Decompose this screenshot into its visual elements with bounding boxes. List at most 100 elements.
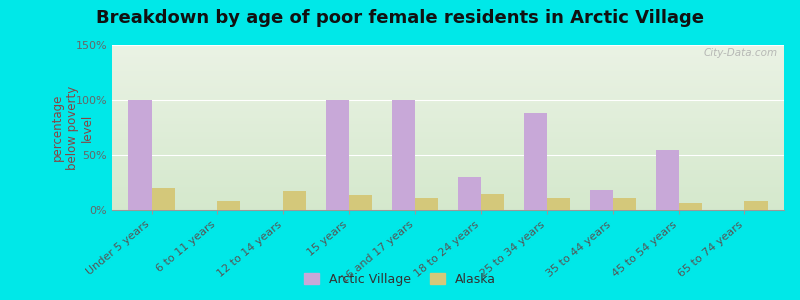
Bar — [112, 160, 784, 162]
Bar — [112, 170, 784, 172]
Y-axis label: percentage
below poverty
level: percentage below poverty level — [51, 85, 94, 169]
Bar — [112, 178, 784, 180]
Bar — [613, 198, 636, 210]
Bar — [112, 175, 784, 177]
Bar — [590, 190, 613, 210]
Bar — [112, 108, 784, 109]
Bar — [112, 55, 784, 56]
Bar — [112, 53, 784, 55]
Bar — [112, 149, 784, 151]
Bar — [112, 56, 784, 58]
Bar — [112, 187, 784, 188]
Bar — [112, 70, 784, 71]
Bar — [112, 112, 784, 114]
Bar — [112, 174, 784, 175]
Bar — [112, 104, 784, 106]
Bar — [112, 86, 784, 88]
Bar — [112, 106, 784, 108]
Bar — [112, 151, 784, 152]
Bar — [112, 50, 784, 52]
Bar — [218, 201, 241, 210]
Bar — [112, 137, 784, 139]
Bar — [112, 202, 784, 203]
Bar — [392, 100, 415, 210]
Bar — [112, 68, 784, 70]
Bar — [112, 177, 784, 178]
Bar — [112, 48, 784, 50]
Bar — [112, 61, 784, 63]
Text: City-Data.com: City-Data.com — [703, 48, 778, 58]
Bar — [458, 177, 481, 210]
Bar — [112, 164, 784, 165]
Bar — [112, 94, 784, 96]
Bar — [112, 129, 784, 131]
Bar — [112, 195, 784, 197]
Bar — [112, 184, 784, 185]
Bar — [112, 132, 784, 134]
Bar — [112, 146, 784, 147]
Bar — [112, 89, 784, 91]
Bar — [283, 191, 306, 210]
Bar — [112, 96, 784, 98]
Bar — [678, 203, 702, 210]
Bar — [481, 194, 504, 210]
Bar — [112, 172, 784, 174]
Bar — [112, 76, 784, 78]
Bar — [112, 99, 784, 101]
Bar — [112, 157, 784, 159]
Bar — [112, 58, 784, 60]
Bar — [112, 91, 784, 93]
Bar — [112, 124, 784, 126]
Bar — [112, 154, 784, 155]
Bar — [112, 78, 784, 80]
Bar — [112, 144, 784, 146]
Bar — [112, 103, 784, 104]
Bar — [129, 100, 151, 210]
Bar — [112, 122, 784, 124]
Bar — [112, 180, 784, 182]
Bar — [112, 169, 784, 170]
Bar — [151, 188, 174, 210]
Bar — [524, 113, 547, 210]
Bar — [112, 208, 784, 210]
Bar — [112, 118, 784, 119]
Bar — [112, 192, 784, 194]
Bar — [112, 165, 784, 167]
Bar — [112, 128, 784, 129]
Bar — [112, 126, 784, 127]
Bar — [112, 199, 784, 200]
Bar — [112, 75, 784, 76]
Bar — [112, 152, 784, 154]
Bar — [112, 155, 784, 157]
Bar — [112, 109, 784, 111]
Bar — [112, 141, 784, 142]
Bar — [112, 116, 784, 118]
Bar — [415, 198, 438, 210]
Bar — [112, 200, 784, 202]
Bar — [112, 73, 784, 75]
Bar — [112, 167, 784, 169]
Bar — [112, 207, 784, 208]
Bar — [112, 185, 784, 187]
Bar — [745, 201, 767, 210]
Bar — [112, 147, 784, 149]
Bar — [112, 65, 784, 66]
Bar — [112, 136, 784, 137]
Bar — [112, 188, 784, 190]
Bar — [112, 182, 784, 184]
Bar — [112, 194, 784, 195]
Bar — [112, 119, 784, 121]
Bar — [112, 197, 784, 199]
Text: Breakdown by age of poor female residents in Arctic Village: Breakdown by age of poor female resident… — [96, 9, 704, 27]
Bar — [112, 111, 784, 112]
Bar — [112, 66, 784, 68]
Bar — [349, 195, 372, 210]
Bar — [112, 71, 784, 73]
Bar — [112, 52, 784, 53]
Bar — [112, 60, 784, 61]
Bar — [112, 134, 784, 136]
Bar — [112, 83, 784, 85]
Bar — [112, 162, 784, 164]
Bar — [112, 93, 784, 94]
Bar — [112, 46, 784, 48]
